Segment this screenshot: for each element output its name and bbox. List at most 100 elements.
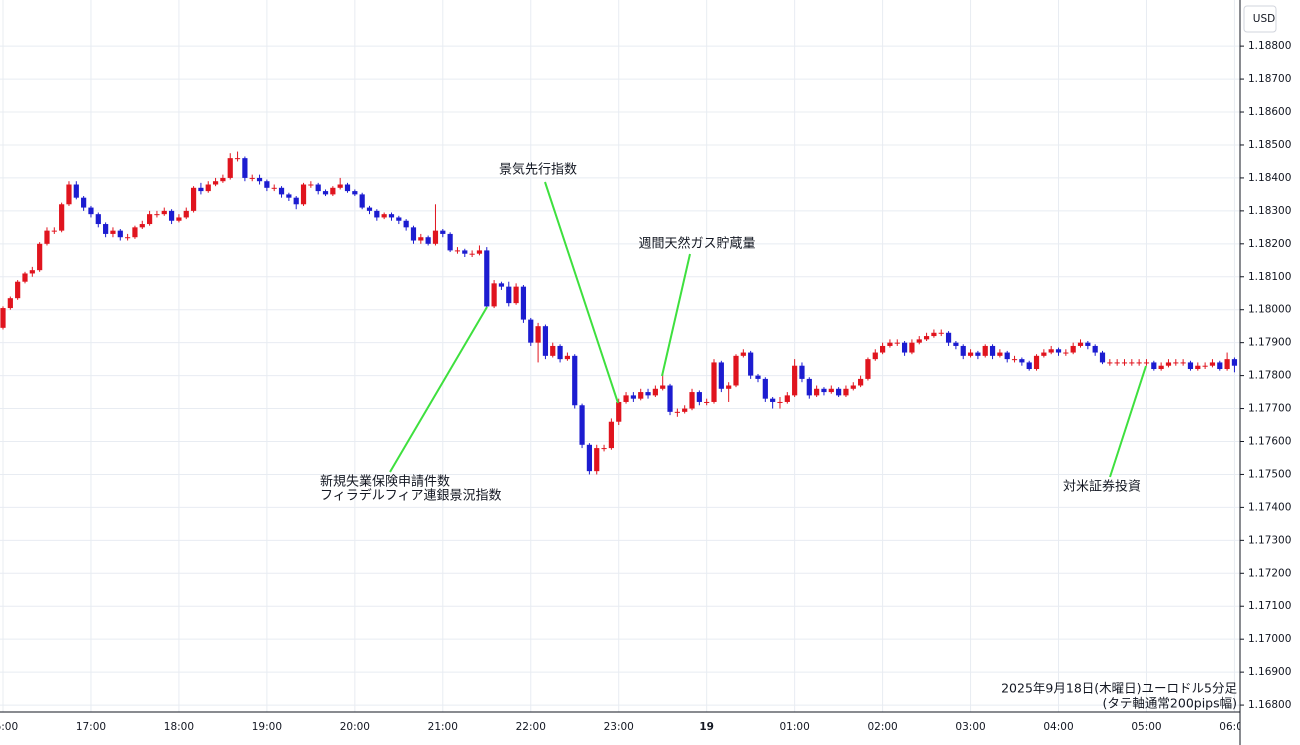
candle-body [792, 365, 798, 396]
y-tick-label: 1.18600 [1248, 106, 1291, 118]
candle-body [850, 385, 856, 389]
candle-body [821, 388, 827, 393]
candle-body [322, 191, 329, 195]
candle-body [865, 359, 871, 379]
candle-body [1195, 365, 1201, 370]
candle-body [1055, 349, 1062, 353]
candle-body [623, 395, 629, 402]
y-tick-label: 1.17200 [1248, 567, 1291, 579]
candle-body [894, 342, 900, 344]
annotation-leader [1109, 365, 1147, 478]
candle-body [1129, 362, 1135, 364]
candle-body [264, 181, 270, 188]
x-tick-label: 16:00 [0, 721, 18, 733]
x-tick-label: 04:00 [1043, 721, 1073, 733]
candle-body [374, 210, 380, 218]
y-tick-label: 1.17400 [1248, 501, 1291, 513]
candle-body [212, 181, 219, 185]
x-tick-label: 23:00 [604, 721, 634, 733]
chart-note: 2025年9月18日(木曜日)ユーロドル5分足 [1001, 681, 1237, 696]
candle-body [1143, 362, 1150, 364]
candle-body [718, 362, 724, 389]
candle-body [198, 187, 204, 192]
candle-body [858, 378, 864, 386]
candle-body [674, 411, 680, 413]
candle-body [748, 352, 754, 376]
candle-body [73, 184, 79, 198]
candle-body [359, 194, 365, 208]
candle-body [1173, 362, 1179, 364]
candle-body [1026, 362, 1032, 370]
candle-body [960, 345, 966, 356]
candle-body [366, 207, 373, 211]
candle-body [726, 385, 732, 389]
candle-body [704, 401, 710, 403]
candle-body [1151, 362, 1157, 370]
candle-body [938, 332, 944, 334]
candle-body [418, 237, 424, 241]
candle-body [1063, 352, 1069, 354]
candle-body [425, 237, 431, 244]
candle-body [344, 184, 351, 192]
candle-body [1092, 345, 1098, 353]
candle-body [476, 250, 483, 254]
candle-body [594, 448, 600, 472]
candle-body [1121, 362, 1128, 364]
candle-body [528, 319, 534, 343]
x-tick-label: 17:00 [76, 721, 106, 733]
plot-area: 16:00 17:00 18:00 19:00 20:00 21:00 22:00 23:00… [0, 0, 1250, 733]
candle-body [828, 388, 834, 393]
y-tick-label: 1.18100 [1248, 271, 1291, 283]
y-tick-label: 1.17000 [1248, 633, 1291, 645]
annotation: フィラデルフィア連銀景況指数 [320, 488, 501, 504]
candle-body [278, 187, 285, 195]
x-tick-label: 22:00 [516, 721, 546, 733]
candle-body [975, 352, 981, 356]
candle-body [989, 345, 996, 356]
candle-body [630, 395, 636, 399]
candle-body [1165, 362, 1172, 366]
candle-body [901, 342, 908, 353]
candle-body [462, 250, 468, 254]
candle-body [256, 177, 263, 182]
price-axis-panel [1240, 0, 1300, 745]
y-tick-label: 1.17700 [1248, 403, 1291, 415]
candle-body [66, 184, 72, 205]
candle-body [51, 230, 57, 232]
candle-body [667, 385, 673, 412]
candle-body [190, 187, 197, 211]
candle-body [1231, 359, 1238, 366]
candle-body [183, 210, 189, 218]
annotation: 対米証券投資 [1063, 479, 1141, 495]
candle-body [81, 197, 87, 208]
candle-body [645, 392, 651, 396]
candle-body [1033, 355, 1040, 370]
y-tick-label: 1.17800 [1248, 370, 1291, 382]
candle-body [520, 286, 527, 320]
candle-body [982, 345, 988, 356]
candle-body [0, 308, 6, 328]
candle-body [7, 298, 13, 309]
annotation: 新規失業保険申請件数 [320, 474, 450, 490]
candle-body [916, 339, 922, 343]
y-tick-label: 1.18500 [1248, 139, 1291, 151]
candle-body [168, 210, 175, 221]
y-tick-label: 1.17500 [1248, 468, 1291, 480]
candle-body [15, 281, 21, 299]
y-tick-label: 1.17300 [1248, 534, 1291, 546]
y-tick-label: 1.17100 [1248, 600, 1291, 612]
chart-note: (タテ軸通常200pips幅) [1103, 696, 1237, 711]
candle-body [586, 444, 592, 472]
candle-body [381, 214, 387, 218]
axes: 1.16800 1.16900 1.17000 1.17100 1.17200 1.173… [1240, 40, 1291, 711]
candle-body [909, 342, 915, 353]
candle-body [696, 392, 702, 402]
candle-body [205, 184, 211, 192]
candle-body [997, 352, 1003, 356]
candle-body [1085, 342, 1091, 346]
y-tick-label: 1.18300 [1248, 205, 1291, 217]
candle-body [564, 355, 571, 360]
candle-body [616, 401, 622, 422]
candle-body [330, 187, 336, 195]
